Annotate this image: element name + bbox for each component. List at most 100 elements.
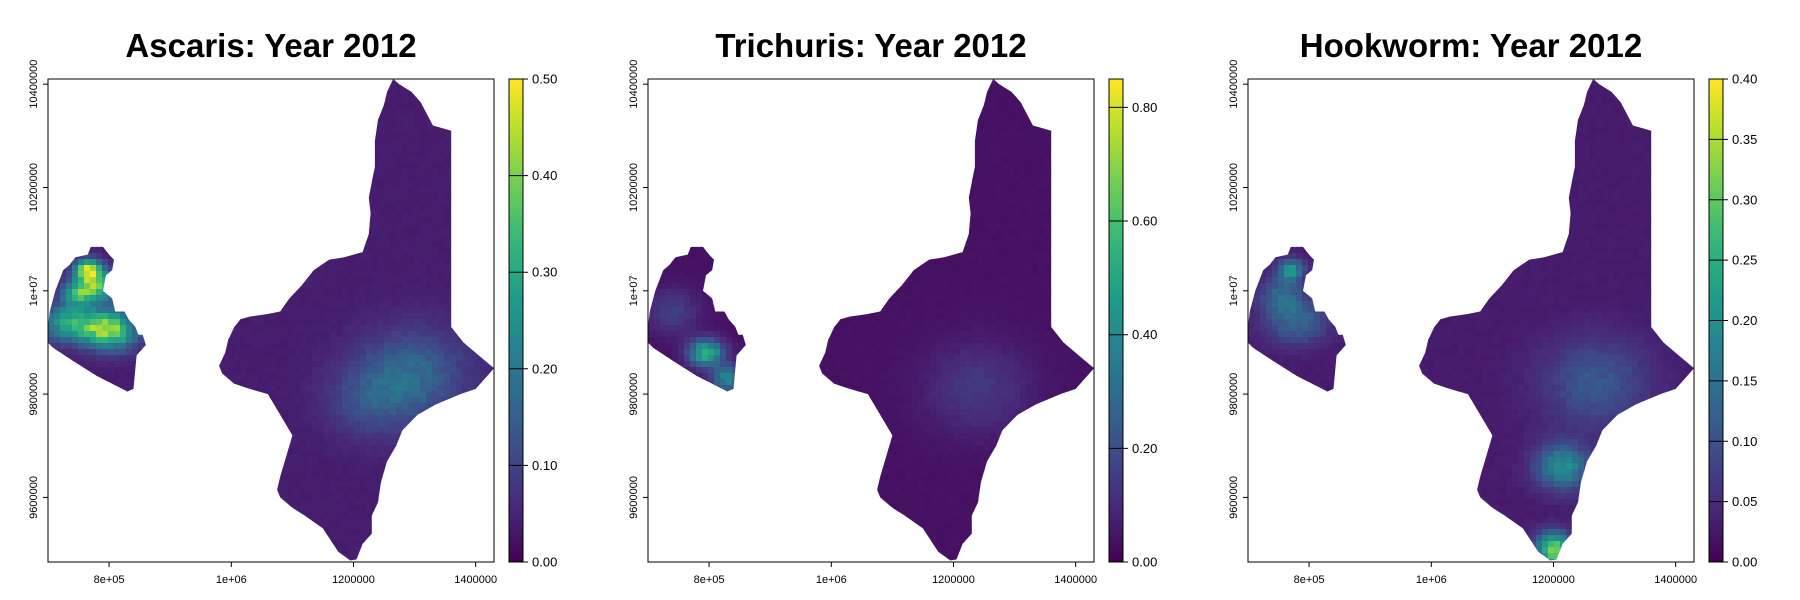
raster-cell [408,325,415,332]
raster-cell [54,313,61,320]
raster-cell [450,367,457,374]
raster-cell [72,307,79,314]
raster-cell [198,427,205,434]
raster-cell [156,181,163,188]
raster-cell [126,373,133,380]
raster-cell [60,115,67,122]
raster-cell [90,307,97,314]
raster-cell [246,85,253,92]
raster-cell [180,253,187,260]
raster-cell [174,469,181,476]
raster-cell [198,325,205,332]
raster-cell [324,133,331,140]
raster-cell [204,307,211,314]
raster-cell [156,109,163,116]
raster-cell [132,247,139,254]
raster-cell [132,193,139,200]
raster-cell [468,127,475,134]
raster-cell [108,337,115,344]
raster-cell [318,397,325,404]
raster-cell [372,91,379,98]
raster-cell [288,307,295,314]
raster-cell [402,277,409,284]
raster-cell [168,133,175,140]
raster-cell [234,235,241,242]
raster-cell [450,127,457,134]
raster-cell [462,271,469,278]
raster-cell [66,259,73,266]
raster-cell [246,121,253,128]
raster-cell [150,145,157,152]
raster-cell [102,289,109,296]
raster-cell [342,289,349,296]
raster-cell [258,169,265,176]
raster-cell [426,433,433,440]
raster-cell [372,253,379,260]
raster-cell [360,433,367,440]
raster-cell [54,475,61,482]
raster-cell [102,229,109,236]
raster-cell [222,91,229,98]
raster-cell [234,331,241,338]
raster-cell [426,355,433,362]
raster-cell [378,157,385,164]
raster-cell [282,409,289,416]
raster-cell [192,277,199,284]
raster-cell [360,451,367,458]
raster-cell [114,79,121,86]
raster-cell [270,265,277,272]
raster-cell [48,409,55,416]
raster-cell [426,439,433,446]
raster-cell [432,229,439,236]
raster-cell [402,145,409,152]
raster-cell [192,427,199,434]
raster-cell [330,295,337,302]
raster-cell [120,325,127,332]
raster-cell [372,361,379,368]
raster-cell [186,409,193,416]
raster-cell [408,445,415,452]
raster-cell [342,379,349,386]
raster-cell [330,307,337,314]
raster-cell [366,469,373,476]
raster-cell [162,433,169,440]
raster-cell [342,163,349,170]
raster-cell [174,295,181,302]
raster-cell [96,415,103,422]
raster-cell [186,355,193,362]
raster-cell [162,355,169,362]
raster-cell [126,121,133,128]
raster-cell [348,439,355,446]
raster-cell [132,157,139,164]
raster-cell [480,445,487,452]
raster-cell [330,271,337,278]
raster-cell [324,85,331,92]
raster-cell [456,175,463,182]
raster-cell [174,445,181,452]
raster-cell [300,301,307,308]
raster-cell [324,115,331,122]
raster-cell [432,127,439,134]
raster-cell [102,349,109,356]
raster-cell [456,469,463,476]
raster-cell [210,133,217,140]
raster-cell [54,109,61,116]
raster-cell [228,103,235,110]
raster-cell [396,439,403,446]
raster-cell [216,385,223,392]
raster-cell [234,163,241,170]
raster-cell [90,385,97,392]
raster-cell [474,337,481,344]
raster-cell [144,157,151,164]
raster-cell [372,79,379,86]
raster-cell [396,445,403,452]
raster-cell [60,337,67,344]
raster-cell [228,331,235,338]
raster-cell [414,253,421,260]
raster-cell [462,223,469,230]
raster-cell [330,301,337,308]
raster-cell [240,397,247,404]
raster-cell [210,229,217,236]
raster-cell [354,379,361,386]
raster-cell [312,331,319,338]
